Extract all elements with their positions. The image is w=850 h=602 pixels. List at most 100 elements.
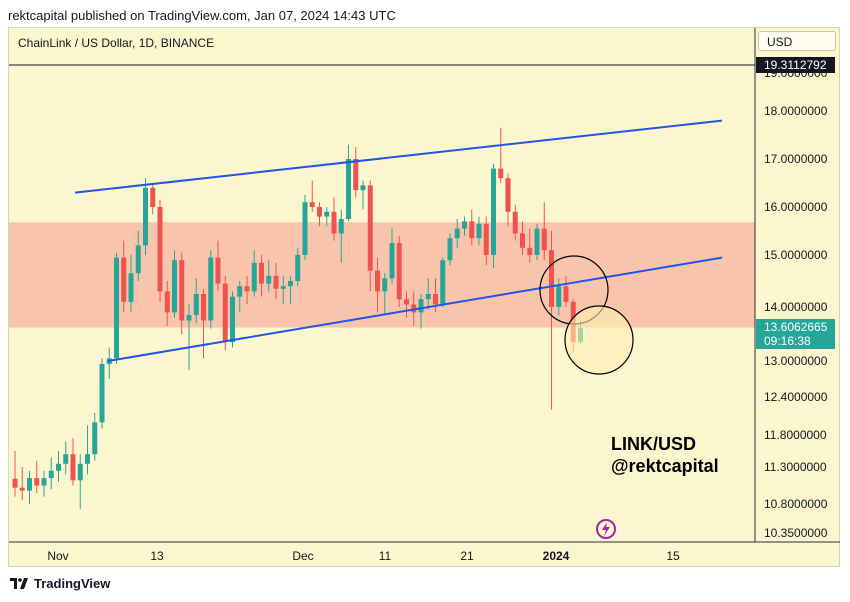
candle-body	[498, 168, 504, 179]
candle-body	[63, 454, 69, 464]
y-tick-label: 16.0000000	[764, 200, 828, 214]
candle-body	[534, 228, 540, 255]
candle-body	[230, 296, 235, 343]
candle-body	[99, 364, 105, 423]
candle-body	[193, 294, 199, 316]
candle-body	[302, 202, 308, 255]
candle-body	[527, 247, 533, 255]
candle-body	[244, 286, 250, 292]
candle-body	[549, 250, 554, 307]
tradingview-logo-icon	[10, 578, 28, 590]
lightning-icon	[596, 519, 616, 539]
candle-body	[375, 270, 380, 292]
y-tick-label: 13.0000000	[764, 354, 828, 368]
publisher-line: rektcapital published on TradingView.com…	[8, 8, 396, 23]
y-tick-label: 11.3000000	[764, 460, 827, 474]
x-tick-label: Dec	[292, 549, 313, 563]
candle-body	[512, 211, 518, 234]
high-marker-badge	[756, 57, 835, 73]
candle-body	[48, 470, 54, 479]
candle-body	[353, 159, 359, 191]
x-tick-label: 11	[379, 549, 392, 563]
candle-body	[85, 454, 90, 464]
candle-body	[476, 223, 482, 239]
y-tick-label: 10.8000000	[764, 497, 828, 511]
x-tick-label: Nov	[47, 549, 68, 563]
candle-body	[128, 273, 134, 302]
lightning-bolt-icon	[602, 522, 610, 536]
candle-body	[237, 286, 243, 297]
candle-body	[273, 275, 279, 289]
candle-body	[331, 211, 337, 234]
countdown-label: 09:16:38	[764, 334, 811, 348]
candle-body	[556, 286, 562, 307]
y-tick-label: 17.0000000	[764, 152, 828, 166]
high-marker-label: 19.3112792	[764, 58, 827, 72]
candle-body	[266, 275, 272, 284]
candle-body	[208, 257, 214, 321]
candle-body	[382, 278, 388, 292]
candle-body	[259, 262, 264, 284]
candle-body	[143, 187, 148, 246]
candle-body	[70, 454, 76, 481]
candle-body	[396, 243, 402, 300]
candle-body	[150, 187, 156, 207]
candle-body	[251, 262, 257, 292]
candle-body	[41, 478, 47, 486]
candle-body	[338, 219, 344, 234]
last-price-badge	[756, 319, 835, 349]
footer: TradingView	[10, 576, 110, 591]
candle-body	[520, 233, 525, 248]
candle-body	[483, 223, 489, 255]
candle-body	[404, 299, 409, 305]
candle-body	[324, 211, 330, 217]
candle-body	[280, 286, 286, 289]
candle-body	[19, 487, 25, 491]
candle-body	[295, 255, 301, 281]
candle-body	[425, 294, 431, 300]
range-zone	[9, 222, 755, 328]
candle-body	[77, 463, 83, 481]
candle-body	[563, 286, 569, 302]
candle-body	[172, 260, 177, 313]
candle-body	[317, 207, 322, 217]
candle-body	[12, 478, 18, 488]
candle-body	[164, 291, 170, 313]
y-tick-label: 11.8000000	[764, 428, 827, 442]
y-tick-label: 12.4000000	[764, 390, 828, 404]
currency-button[interactable]: USD	[758, 31, 836, 51]
x-tick-label: 21	[460, 549, 474, 563]
candle-body	[491, 168, 496, 255]
watermark-author: @rektcapital	[611, 456, 719, 476]
candle-body	[433, 294, 438, 305]
y-tick-label: 18.0000000	[764, 104, 828, 118]
candle-body	[469, 221, 475, 239]
candle-body	[135, 245, 141, 274]
symbol-title: ChainLink / US Dollar, 1D, BINANCE	[18, 36, 215, 50]
candle-body	[454, 228, 460, 239]
watermark: LINK/USD @rektcapital	[611, 433, 719, 477]
candle-body	[367, 185, 373, 271]
x-tick-label: 13	[150, 549, 164, 563]
candle-body	[215, 257, 221, 284]
upper-trendline	[74, 119, 723, 194]
y-tick-label: 15.0000000	[764, 248, 828, 262]
candle-body	[346, 159, 351, 219]
lower-trendline	[107, 256, 723, 362]
candle-body	[418, 299, 424, 313]
candle-body	[179, 260, 185, 321]
candle-body	[222, 283, 228, 343]
x-tick-label: 15	[666, 549, 680, 563]
x-tick-label: 2024	[543, 549, 570, 563]
candle-body	[447, 238, 453, 261]
candle-body	[541, 228, 547, 251]
footer-brand: TradingView	[34, 576, 111, 591]
candle-body	[389, 243, 395, 279]
y-tick-label: 10.3500000	[764, 526, 828, 540]
candle-body	[34, 478, 40, 486]
candle-body	[121, 257, 127, 302]
watermark-symbol: LINK/USD	[611, 434, 696, 454]
candle-body	[288, 281, 293, 287]
candle-body	[92, 422, 98, 455]
